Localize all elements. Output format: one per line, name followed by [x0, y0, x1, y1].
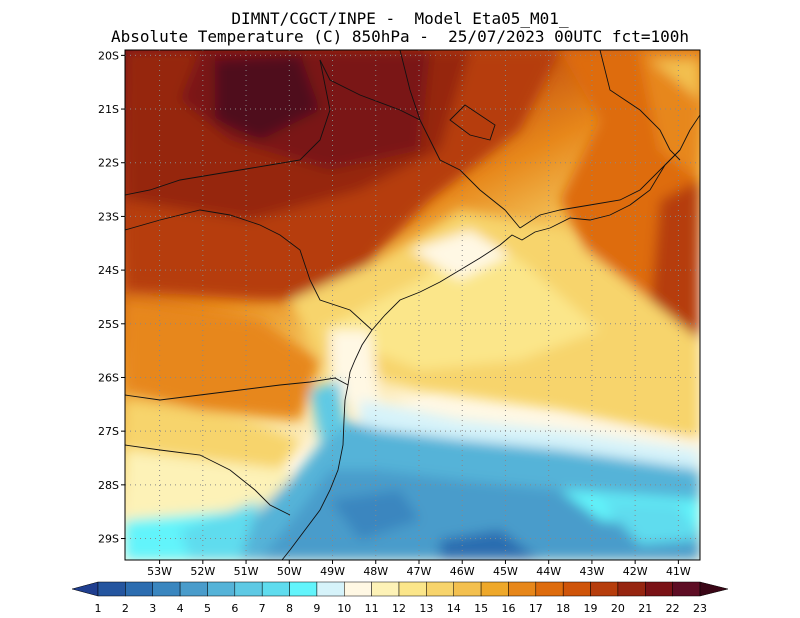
color-bar-label: 4	[177, 602, 184, 615]
color-bar-swatch	[344, 581, 372, 597]
color-bar-label: 17	[529, 602, 543, 615]
color-bar-swatch	[261, 581, 290, 597]
color-bar-swatch	[316, 581, 345, 597]
color-bar-label: 1	[95, 602, 102, 615]
color-bar-swatch	[508, 581, 537, 597]
state-border-pr-sc	[125, 377, 349, 401]
state-border-mg-rj	[519, 149, 681, 229]
color-bar-swatch	[97, 581, 126, 597]
color-bar-label: 21	[638, 602, 652, 615]
lat-label: 23S	[98, 210, 119, 223]
lon-label: 42W	[623, 565, 648, 578]
color-bar-swatch	[207, 581, 236, 597]
color-bar-label: 5	[204, 602, 211, 615]
lon-label: 44W	[536, 565, 561, 578]
color-bar-label: 19	[584, 602, 598, 615]
color-bar-label: 22	[666, 602, 680, 615]
lat-label: 28S	[98, 479, 119, 492]
lat-label: 24S	[98, 264, 119, 277]
color-bar-arrow-left	[71, 581, 99, 597]
color-bar-swatch	[426, 581, 454, 597]
color-bar-swatch	[645, 581, 673, 597]
state-border-north	[399, 50, 421, 121]
lon-label: 48W	[363, 565, 388, 578]
color-bar	[71, 581, 729, 597]
color-bar-swatch	[125, 581, 153, 597]
state-border-rj-es	[599, 50, 681, 161]
state-border-sp-pr	[125, 209, 373, 331]
color-bar-swatch	[398, 581, 427, 597]
lon-label: 50W	[277, 565, 302, 578]
state-border-sc-rs	[125, 444, 291, 516]
color-bar-swatch	[590, 581, 619, 597]
color-bar-swatch	[371, 581, 400, 597]
plot-frame	[124, 49, 701, 561]
latitude-labels: 20S 21S 22S 23S 24S 25S 26S 27S 28S 29S	[98, 49, 125, 546]
color-bar-label: 15	[474, 602, 488, 615]
color-bar-swatch	[289, 581, 318, 597]
lat-label: 26S	[98, 371, 119, 384]
color-bar-swatch	[152, 581, 181, 597]
longitude-labels: 53W 52W 51W 50W 49W 48W 47W 46W 45W 44W 43W 42W 41W	[147, 560, 691, 578]
color-bar-label: 11	[365, 602, 379, 615]
color-bar-label: 7	[259, 602, 266, 615]
lat-label: 20S	[98, 49, 119, 62]
color-bar-label: 3	[149, 602, 156, 615]
lat-label: 25S	[98, 318, 119, 331]
state-border-sp-mg	[319, 59, 521, 229]
color-bar-label: 12	[392, 602, 406, 615]
color-bar-label: 20	[611, 602, 625, 615]
lon-label: 47W	[407, 565, 432, 578]
lat-label: 27S	[98, 425, 119, 438]
state-border-ms-sp	[125, 59, 331, 196]
color-bar-label: 2	[122, 602, 129, 615]
color-bar-arrow-right	[699, 581, 729, 597]
coastline-and-borders	[125, 50, 700, 560]
color-bar-label: 6	[231, 602, 238, 615]
lat-label: 22S	[98, 157, 119, 170]
color-bar-labels: 1 2 3 4 5 6 7 8 9 10 11 12 13 14 15 16 17 18 19 20 21 22 23	[95, 602, 708, 615]
reservoir-lake	[449, 104, 496, 141]
lon-label: 43W	[579, 565, 604, 578]
color-bar-swatch	[535, 581, 564, 597]
lat-lon-grid	[125, 50, 700, 560]
lon-label: 51W	[234, 565, 259, 578]
color-bar-label: 9	[313, 602, 320, 615]
color-bar-swatch	[179, 581, 208, 597]
chart-title-line1: DIMNT/CGCT/INPE - Model Eta05_M01_	[231, 9, 569, 28]
color-bar-label: 13	[419, 602, 433, 615]
color-bar-swatch	[453, 581, 482, 597]
lat-label: 29S	[98, 533, 119, 546]
color-bar-swatch	[672, 581, 701, 597]
color-bar-swatch	[480, 581, 509, 597]
color-bar-label: 23	[693, 602, 707, 615]
temperature-field	[125, 50, 700, 560]
lon-label: 52W	[190, 565, 215, 578]
lat-label: 21S	[98, 103, 119, 116]
color-bar-label: 16	[501, 602, 515, 615]
color-bar-label: 14	[447, 602, 461, 615]
lon-label: 49W	[320, 565, 345, 578]
chart-title-line2: Absolute Temperature (C) 850hPa - 25/07/…	[111, 27, 689, 46]
color-bar-swatch	[562, 581, 591, 597]
lon-label: 46W	[450, 565, 475, 578]
color-bar-swatch	[617, 581, 646, 597]
lon-label: 41W	[666, 565, 691, 578]
lon-label: 45W	[493, 565, 518, 578]
coastline	[281, 114, 700, 560]
color-bar-label: 10	[337, 602, 351, 615]
lon-label: 53W	[147, 565, 172, 578]
color-bar-swatch	[234, 581, 263, 597]
color-bar-label: 8	[286, 602, 293, 615]
color-bar-label: 18	[556, 602, 570, 615]
